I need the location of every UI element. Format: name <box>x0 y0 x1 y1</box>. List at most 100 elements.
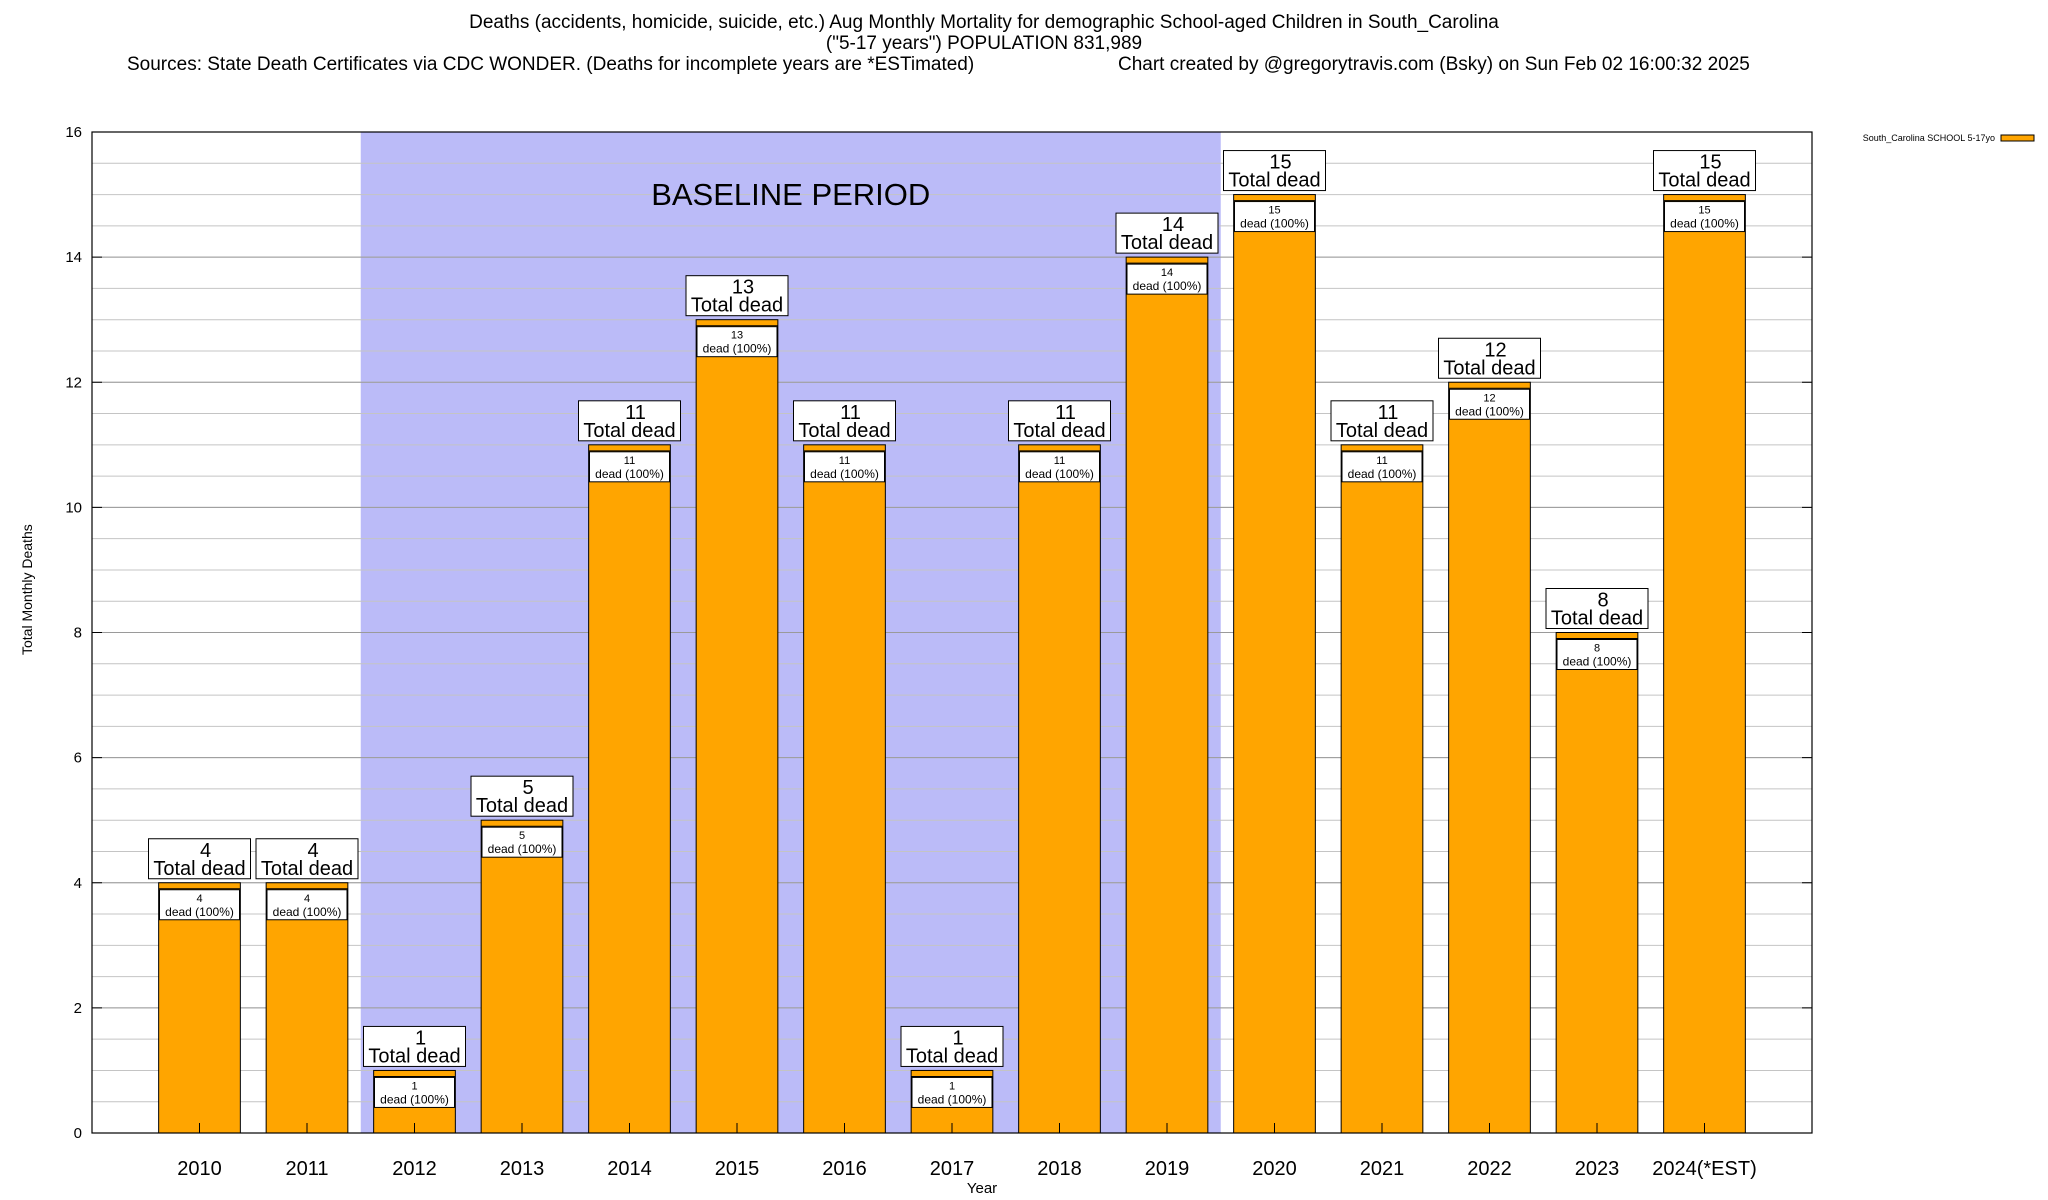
inner-value-label: 1 <box>411 1080 417 1092</box>
bar-2015 <box>695 319 779 1134</box>
total-value-label: 4 <box>200 840 211 862</box>
total-value-label: 14 <box>1162 214 1184 236</box>
inner-label-box <box>1556 639 1638 670</box>
inner-value-label: 5 <box>519 830 525 842</box>
inner-label-box <box>589 451 670 483</box>
sources-note: Sources: State Death Certificates via CD… <box>127 54 975 75</box>
inner-label-box <box>481 826 563 858</box>
bar-2024(*EST) <box>1663 194 1746 1134</box>
bar-2010 <box>158 882 241 1134</box>
x-tick-label: 2018 <box>1037 1158 1082 1180</box>
total-value-label: 11 <box>1378 402 1399 424</box>
total-value-label: 8 <box>1597 590 1608 612</box>
total-label-box <box>363 1025 466 1067</box>
inner-label-box <box>374 1076 455 1108</box>
total-dead-label: Total dead <box>1013 420 1105 442</box>
credit-note: Chart created by @gregorytravis.com (Bsk… <box>1118 54 1750 75</box>
inner-value-label: 8 <box>1594 643 1600 655</box>
total-dead-label: Total dead <box>1658 170 1750 192</box>
total-label-box <box>900 1025 1004 1067</box>
bar-2019 <box>1125 256 1209 1134</box>
total-value-label: 11 <box>840 402 861 424</box>
inner-value-label: 11 <box>839 455 850 467</box>
bar-2013 <box>480 819 564 1134</box>
total-dead-label: Total dead <box>1121 232 1213 254</box>
total-value-label: 4 <box>307 840 318 862</box>
total-label-box <box>1115 212 1219 254</box>
x-tick-label: 2016 <box>822 1158 867 1180</box>
inner-dead-label: dead (100%) <box>1670 217 1739 231</box>
bar-2023 <box>1555 632 1639 1134</box>
inner-dead-label: dead (100%) <box>1563 655 1632 669</box>
y-tick-label: 2 <box>74 1000 82 1017</box>
total-dead-label: Total dead <box>153 858 245 880</box>
total-value-label: 13 <box>732 277 754 299</box>
total-value-label: 11 <box>625 402 646 424</box>
total-dead-label: Total dead <box>368 1045 460 1067</box>
chart-title: Deaths (accidents, homicide, suicide, et… <box>0 12 1968 54</box>
x-tick-label: 2020 <box>1252 1158 1297 1180</box>
x-tick-label: 2014 <box>607 1158 652 1180</box>
y-tick-label: 14 <box>65 249 82 266</box>
inner-label-box <box>804 451 885 483</box>
bar-2022 <box>1448 381 1531 1134</box>
inner-dead-label: dead (100%) <box>1240 217 1309 231</box>
y-tick-label: 12 <box>65 374 82 391</box>
inner-dead-label: dead (100%) <box>703 342 772 356</box>
bar-2021 <box>1340 444 1424 1134</box>
inner-dead-label: dead (100%) <box>1455 404 1524 418</box>
x-tick-label: 2012 <box>392 1158 437 1180</box>
inner-label-box <box>1126 263 1208 295</box>
inner-label-box <box>266 889 348 921</box>
total-dead-label: Total dead <box>476 795 568 817</box>
y-tick-label: 0 <box>74 1125 82 1142</box>
total-label-box <box>470 775 574 817</box>
inner-dead-label: dead (100%) <box>488 842 557 856</box>
total-label-box <box>148 838 251 880</box>
total-dead-label: Total dead <box>906 1045 998 1067</box>
inner-value-label: 1 <box>949 1080 955 1092</box>
inner-label-box <box>1234 201 1315 233</box>
x-tick-label: 2010 <box>177 1158 222 1180</box>
inner-dead-label: dead (100%) <box>1133 279 1202 293</box>
inner-dead-label: dead (100%) <box>595 467 664 481</box>
total-value-label: 15 <box>1269 152 1291 174</box>
y-tick-label: 8 <box>74 625 82 642</box>
plot-frame <box>91 131 1813 1134</box>
inner-label-box <box>1341 451 1423 483</box>
x-tick-label: 2015 <box>715 1158 760 1180</box>
total-label-box <box>685 275 789 317</box>
y-tick-label: 10 <box>65 499 82 516</box>
total-dead-label: Total dead <box>1443 357 1535 379</box>
inner-value-label: 11 <box>1376 455 1387 467</box>
total-value-label: 12 <box>1484 339 1506 361</box>
total-label-box <box>1008 400 1111 442</box>
bar-2020 <box>1233 194 1316 1134</box>
inner-value-label: 4 <box>196 893 202 905</box>
inner-value-label: 11 <box>624 455 635 467</box>
inner-value-label: 15 <box>1698 205 1710 217</box>
inner-value-label: 4 <box>304 893 310 905</box>
legend-label: South_Carolina SCHOOL 5-17yo <box>1863 133 1995 143</box>
baseline-label: BASELINE PERIOD <box>651 177 930 212</box>
total-label-box <box>1545 588 1649 629</box>
y-tick-label: 6 <box>74 750 82 767</box>
total-label-box <box>793 400 896 442</box>
y-tick-label: 16 <box>65 124 82 141</box>
title-line-2: ("5-17 years") POPULATION 831,989 <box>825 33 1143 54</box>
inner-dead-label: dead (100%) <box>810 467 879 481</box>
x-tick-label: 2011 <box>285 1158 328 1180</box>
x-tick-label: 2024(*EST) <box>1652 1158 1757 1180</box>
total-dead-label: Total dead <box>261 858 353 880</box>
inner-dead-label: dead (100%) <box>1025 467 1094 481</box>
total-dead-label: Total dead <box>691 295 783 317</box>
total-label-box <box>1438 337 1541 379</box>
x-tick-label: 2022 <box>1467 1158 1512 1180</box>
inner-label-box <box>1019 451 1100 483</box>
x-tick-label: 2019 <box>1145 1158 1190 1180</box>
total-dead-label: Total dead <box>1228 170 1320 192</box>
title-line-1: Deaths (accidents, homicide, suicide, et… <box>469 12 1499 33</box>
y-tick-label: 4 <box>74 875 82 892</box>
inner-dead-label: dead (100%) <box>165 905 234 919</box>
legend-swatch <box>2000 134 2035 142</box>
